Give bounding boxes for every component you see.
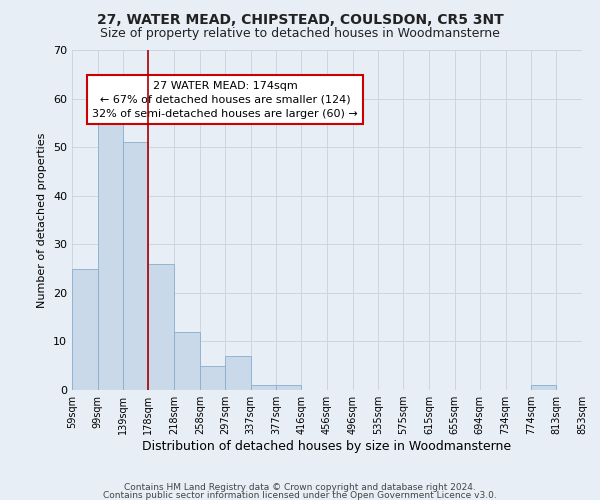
Bar bbox=[200, 366, 225, 390]
Bar bbox=[251, 385, 276, 390]
Text: 27 WATER MEAD: 174sqm
← 67% of detached houses are smaller (124)
32% of semi-det: 27 WATER MEAD: 174sqm ← 67% of detached … bbox=[92, 80, 358, 118]
Bar bbox=[98, 113, 124, 390]
Bar bbox=[225, 356, 251, 390]
Bar bbox=[124, 142, 148, 390]
Text: Size of property relative to detached houses in Woodmansterne: Size of property relative to detached ho… bbox=[100, 28, 500, 40]
Text: 27, WATER MEAD, CHIPSTEAD, COULSDON, CR5 3NT: 27, WATER MEAD, CHIPSTEAD, COULSDON, CR5… bbox=[97, 12, 503, 26]
Bar bbox=[148, 264, 174, 390]
X-axis label: Distribution of detached houses by size in Woodmansterne: Distribution of detached houses by size … bbox=[142, 440, 512, 453]
Text: Contains public sector information licensed under the Open Government Licence v3: Contains public sector information licen… bbox=[103, 490, 497, 500]
Bar bbox=[531, 385, 556, 390]
Bar bbox=[72, 268, 98, 390]
Bar bbox=[174, 332, 200, 390]
Text: Contains HM Land Registry data © Crown copyright and database right 2024.: Contains HM Land Registry data © Crown c… bbox=[124, 484, 476, 492]
Bar bbox=[276, 385, 301, 390]
Y-axis label: Number of detached properties: Number of detached properties bbox=[37, 132, 47, 308]
